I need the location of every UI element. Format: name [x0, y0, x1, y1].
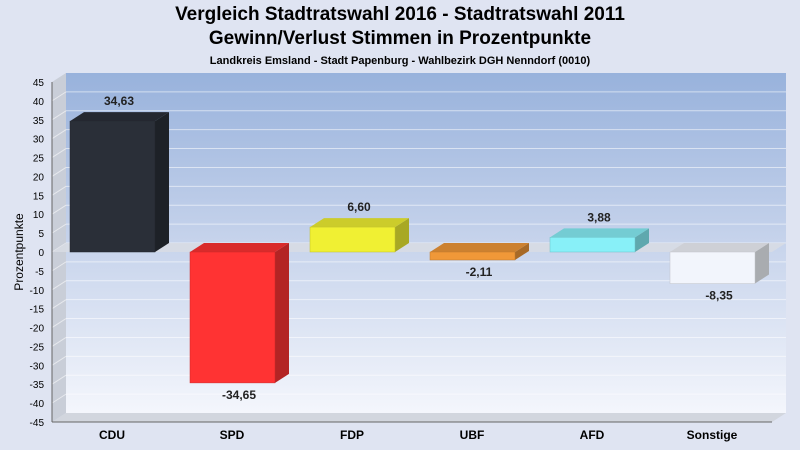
y-tick-label: -15	[30, 305, 45, 316]
bar-fdp	[309, 226, 396, 253]
gridline-side	[51, 167, 67, 177]
gridline-side	[51, 223, 67, 234]
bar-top-ubf	[430, 243, 529, 252]
bar-spd	[189, 251, 276, 384]
y-tick-label: 5	[38, 229, 44, 240]
data-label-ubf: -2,11	[466, 265, 493, 279]
bar-side-ubf	[515, 243, 529, 260]
bar-top-sonstige	[670, 243, 769, 252]
gridline-side	[51, 299, 67, 310]
chart-title-line2: Gewinn/Verlust Stimmen in Prozentpunkte	[208, 28, 592, 49]
y-tick-label: -35	[30, 380, 45, 391]
bar-top-spd	[190, 243, 289, 252]
chart-subtitle: Landkreis Emsland - Stadt Papenburg - Wa…	[209, 55, 591, 67]
x-tick-label: SPD	[220, 428, 245, 442]
plot-floor	[52, 413, 786, 422]
data-label-afd: 3,88	[587, 210, 611, 224]
bar-side-afd	[635, 228, 649, 252]
x-tick-label: FDP	[340, 428, 364, 442]
y-tick-label: -5	[35, 267, 44, 278]
y-tick-label: -30	[30, 361, 45, 372]
gridline-side	[51, 129, 67, 140]
gridline-side	[51, 148, 67, 158]
bar-side-cdu	[155, 112, 169, 252]
y-tick-label: -10	[30, 286, 45, 297]
gridline-side	[51, 280, 67, 291]
y-tick-label: 0	[38, 248, 44, 259]
gridline-side	[51, 374, 67, 385]
x-tick-label: AFD	[580, 428, 605, 442]
bar-top-fdp	[310, 218, 409, 228]
y-tick-label: -20	[30, 324, 45, 335]
data-label-sonstige: -8,35	[705, 289, 733, 303]
bar-cdu	[69, 120, 156, 253]
y-tick-label: 10	[33, 210, 45, 221]
gridline-side	[51, 261, 67, 272]
y-tick-label: -25	[30, 342, 45, 353]
gridline-side	[51, 91, 67, 102]
gridline-side	[51, 393, 67, 404]
bar-top-afd	[550, 228, 649, 238]
data-label-cdu: 34,63	[104, 94, 134, 108]
y-tick-label: 30	[33, 135, 45, 146]
gridline-side	[51, 204, 67, 215]
x-tick-label: UBF	[460, 428, 485, 442]
bar-top-cdu	[70, 112, 169, 122]
y-tick-label: 35	[33, 116, 45, 127]
y-axis-title: Prozentpunkte	[12, 213, 26, 291]
data-label-fdp: 6,60	[347, 200, 371, 214]
y-tick-label: 20	[33, 172, 45, 183]
x-tick-label: CDU	[99, 428, 125, 442]
gridline-side	[51, 337, 67, 347]
y-tick-label: 15	[33, 191, 45, 202]
y-tick-label: -45	[30, 418, 45, 429]
gridline-side	[51, 185, 67, 196]
x-tick-label: Sonstige	[687, 428, 738, 442]
bar-afd	[549, 237, 636, 253]
y-tick-label: 25	[33, 154, 45, 165]
bar-side-sonstige	[755, 243, 769, 284]
y-tick-label: 45	[33, 78, 45, 89]
gridline-side	[51, 318, 67, 328]
y-tick-label: 40	[33, 97, 45, 108]
bar-ubf	[429, 251, 516, 261]
bar-side-fdp	[395, 218, 409, 252]
gridline-side	[51, 355, 67, 366]
gridline-side	[51, 110, 67, 121]
bar-side-spd	[275, 243, 289, 383]
data-label-spd: -34,65	[222, 388, 256, 402]
y-tick-label: -40	[30, 399, 45, 410]
chart-title: Vergleich Stadtratswahl 2016 - Stadtrats…	[175, 4, 625, 25]
bar-sonstige	[669, 251, 756, 284]
